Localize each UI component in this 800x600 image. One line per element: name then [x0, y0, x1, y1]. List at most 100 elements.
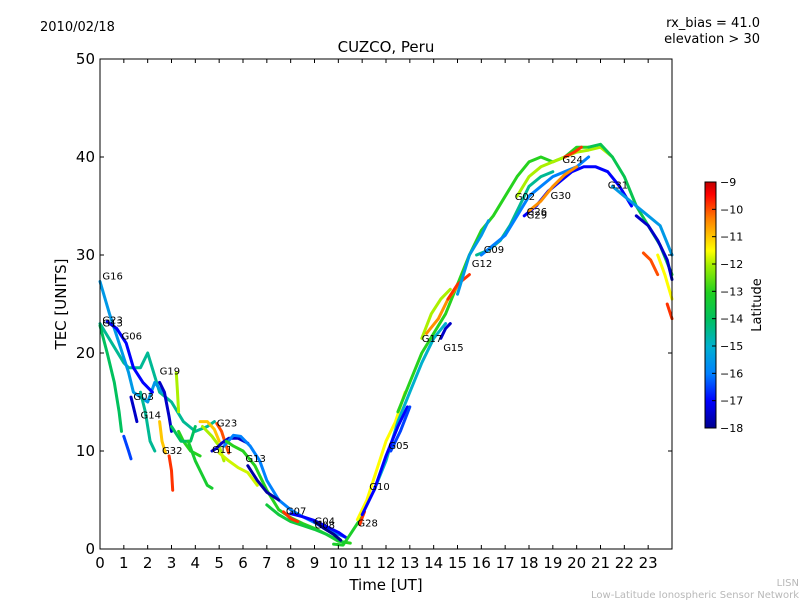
tec-series-1 [98, 280, 164, 404]
tec-series-33 [420, 287, 452, 340]
watermark-lisn: LISN [777, 578, 799, 589]
x-tick-label: 2 [143, 554, 153, 572]
x-axis-label: Time [UT] [348, 576, 422, 594]
satellite-label-g02: G02 [515, 192, 535, 203]
x-tick-label: 10 [329, 554, 348, 572]
tec-series-31 [389, 405, 412, 453]
satellite-label-g32: G32 [162, 446, 182, 457]
tec-series-25 [313, 520, 343, 542]
tec-series-5 [129, 395, 139, 424]
tec-series-26 [332, 515, 364, 547]
tec-series-43 [563, 145, 583, 159]
satellite-labels: G16G23G13G06G19G03G14G32G23G11G13G07G04G… [102, 155, 628, 532]
satellite-label-g15: G15 [443, 343, 463, 354]
colorbar-tick-label: −14 [720, 313, 743, 326]
colorbar-label: Latitude [750, 278, 765, 332]
satellite-label-g23: G23 [102, 316, 122, 327]
tec-series-12 [170, 425, 197, 443]
x-tick-label: 7 [262, 554, 272, 572]
satellite-label-g28: G28 [357, 519, 377, 530]
tec-series-8 [158, 380, 173, 433]
tec-series-24 [289, 512, 347, 539]
x-tick-label: 17 [496, 554, 515, 572]
satellite-label-g24: G24 [562, 155, 582, 166]
satellite-label-g16: G16 [102, 272, 122, 283]
satellite-label-g13: G13 [102, 319, 122, 330]
tec-series-30 [360, 405, 409, 517]
tec-series-4 [122, 434, 133, 461]
x-tick-label: 16 [472, 554, 491, 572]
colorbar-tick-label: −9 [720, 176, 736, 189]
tec-series-16 [215, 422, 231, 455]
y-tick-label: 30 [76, 246, 95, 264]
colorbar-tick-label: −10 [720, 203, 743, 216]
x-tick-label: 8 [286, 554, 296, 572]
y-tick-label: 0 [85, 540, 95, 558]
rx-bias-label: rx_bias = 41.0 [666, 16, 760, 31]
satellite-label-g06: G06 [122, 331, 142, 342]
x-tick-label: 5 [214, 554, 224, 572]
tec-series-0 [98, 322, 216, 433]
tec-series-9 [167, 454, 175, 492]
tec-series-29 [372, 322, 448, 492]
satellite-label-g09: G09 [484, 245, 504, 256]
tec-series-3 [98, 324, 123, 433]
colorbar-tick-label: −11 [720, 231, 743, 244]
satellite-label-g10: G10 [369, 482, 389, 493]
chart-title: CUZCO, Peru [338, 38, 435, 56]
satellite-label-g30: G30 [551, 191, 571, 202]
plot-frame [99, 58, 673, 550]
tec-series-10 [174, 371, 181, 414]
tec-series-28 [355, 390, 407, 522]
satellite-label-g26: G26 [527, 207, 547, 218]
x-tick-label: 20 [567, 554, 586, 572]
tec-series-7 [158, 420, 167, 455]
x-tick-label: 4 [191, 554, 201, 572]
x-tick-label: 14 [424, 554, 443, 572]
y-tick-label: 50 [76, 50, 95, 68]
x-tick-label: 21 [591, 554, 610, 572]
tec-series-35 [446, 273, 471, 301]
tec-series-47 [641, 251, 660, 277]
satellite-label-g08: G08 [315, 520, 335, 531]
tec-series-37 [439, 322, 452, 340]
colorbar-tick-label: −13 [720, 285, 743, 298]
colorbar-tick-label: −15 [720, 340, 743, 353]
date-label: 2010/02/18 [40, 20, 115, 35]
tec-series-15 [198, 420, 221, 443]
satellite-label-g19: G19 [160, 367, 180, 378]
colorbar-tick-label: −18 [720, 422, 743, 435]
tec-series-36 [456, 219, 490, 296]
data-marks [98, 142, 674, 547]
tec-series-13 [186, 439, 214, 490]
colorbar-ticks: −9 −10 −11 −12 −13 −14 −15 −16 −17 −18 [712, 176, 743, 435]
satellite-label-g31: G31 [608, 180, 628, 191]
tec-series-2 [105, 320, 154, 394]
satellite-label-g12: G12 [472, 259, 492, 270]
y-tick-label: 40 [76, 148, 95, 166]
tec-series-42 [527, 165, 579, 213]
x-tick-label: 22 [615, 554, 634, 572]
y-axis-label: TEC [UNITS] [52, 259, 70, 351]
x-tick-label: 0 [95, 554, 105, 572]
satellite-label-g14: G14 [141, 411, 161, 422]
tec-series-45 [610, 184, 674, 257]
y-tick-label: 20 [76, 344, 95, 362]
colorbar [704, 181, 717, 429]
y-tick-label: 10 [76, 442, 95, 460]
satellite-label-g04: G04 [315, 517, 335, 528]
tec-series-20 [217, 451, 259, 487]
x-tick-label: 15 [448, 554, 467, 572]
x-tick-label: 18 [519, 554, 538, 572]
colorbar-tick-label: −12 [720, 258, 743, 271]
tec-series-11 [177, 429, 202, 458]
x-tick-label: 13 [400, 554, 419, 572]
satellite-label-g03: G03 [133, 392, 153, 403]
x-tick-label: 9 [310, 554, 320, 572]
tec-series-21 [246, 464, 281, 502]
elevation-label: elevation > 30 [664, 32, 760, 47]
tec-series-32 [396, 145, 591, 414]
tec-series-6 [139, 390, 157, 453]
colorbar-tick-label: −17 [720, 395, 743, 408]
